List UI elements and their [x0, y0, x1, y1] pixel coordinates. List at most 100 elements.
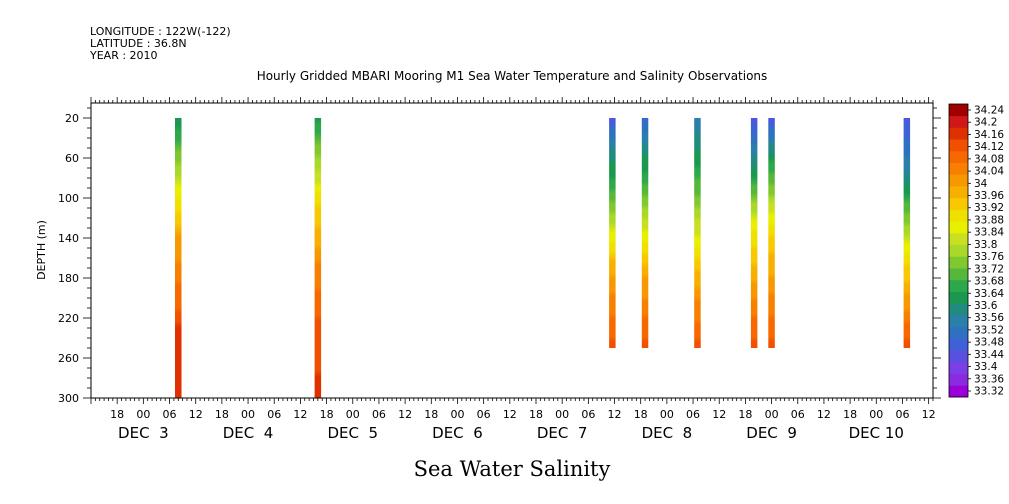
- colorbar-swatch: [949, 279, 968, 292]
- colorbar-label: 33.88: [974, 214, 1004, 226]
- colorbar-swatch: [949, 127, 968, 140]
- x-hour-label: 12: [293, 408, 307, 421]
- colorbar-label: 33.84: [974, 227, 1004, 239]
- colorbar-label: 34: [974, 178, 988, 190]
- x-hour-label: 06: [477, 408, 491, 421]
- colorbar-label: 33.44: [974, 349, 1004, 361]
- x-hour-label: 12: [503, 408, 517, 421]
- x-hour-label: 12: [608, 408, 622, 421]
- colorbar-label: 33.76: [974, 251, 1004, 263]
- colorbar-label: 34.12: [974, 141, 1004, 153]
- colorbar-swatch: [949, 150, 968, 163]
- x-hour-label: 00: [765, 408, 779, 421]
- y-tick-label: 100: [58, 192, 79, 205]
- latitude-label: LATITUDE : 36.8N: [90, 37, 187, 50]
- colorbar-label: 33.96: [974, 190, 1004, 202]
- colorbar-frame: [948, 103, 969, 398]
- x-hour-label: 06: [791, 408, 805, 421]
- colorbar-swatch: [949, 303, 968, 316]
- colorbar-swatch: [949, 326, 968, 339]
- y-tick-label: 140: [58, 232, 79, 245]
- x-hour-label: 00: [241, 408, 255, 421]
- salinity-profile: [903, 118, 911, 348]
- x-date-label: DEC 7: [537, 424, 588, 442]
- x-hour-label: 12: [189, 408, 203, 421]
- colorbar-label: 33.72: [974, 263, 1004, 275]
- colorbar-swatch: [949, 104, 968, 117]
- salinity-profile: [768, 118, 775, 348]
- colorbar-swatch: [949, 361, 968, 374]
- colorbar-swatch: [949, 221, 968, 234]
- colorbar-swatch: [949, 115, 968, 128]
- longitude-label: LONGITUDE : 122W(-122): [90, 25, 231, 38]
- y-axis-label: DEPTH (m): [35, 220, 48, 280]
- colorbar-swatch: [949, 256, 968, 269]
- profiles-layer: [175, 118, 911, 398]
- colorbar-label: 34.16: [974, 129, 1004, 141]
- x-hour-label: 06: [895, 408, 909, 421]
- x-date-label: DEC 4: [223, 424, 274, 442]
- x-hour-label: 00: [660, 408, 674, 421]
- colorbar-label: 33.36: [974, 373, 1004, 385]
- ticks-layer: 20 60 100 140 180 220 260 300: [58, 97, 941, 405]
- x-hour-label: 06: [372, 408, 386, 421]
- x-hour-label: 18: [215, 408, 229, 421]
- colorbar-label: 34.04: [974, 166, 1004, 178]
- colorbar-swatch: [949, 291, 968, 304]
- colorbar-swatch: [949, 232, 968, 246]
- colorbar-swatch: [949, 314, 968, 328]
- x-hour-label: 00: [555, 408, 569, 421]
- x-hour-label: 00: [346, 408, 360, 421]
- x-date-label: DEC 8: [642, 424, 693, 442]
- x-hour-label: 18: [634, 408, 648, 421]
- x-date-label: DEC 6: [432, 424, 483, 442]
- x-labels-layer: 18 00 06 12 18 00 06 12 18 00 06 12 18 00 06 12 18 00 06 12…: [110, 408, 935, 442]
- colorbar-swatch: [949, 174, 968, 187]
- year-label: YEAR : 2010: [89, 49, 158, 62]
- colorbar-label: 33.4: [974, 361, 998, 373]
- colorbar-swatch: [949, 162, 968, 175]
- x-hour-label: 00: [136, 408, 150, 421]
- x-hour-label: 18: [738, 408, 752, 421]
- colorbar-swatch: [949, 186, 968, 199]
- colorbar-swatch: [949, 209, 968, 222]
- y-tick-label: 300: [58, 392, 79, 405]
- x-hour-label: 18: [843, 408, 857, 421]
- x-hour-label: 18: [110, 408, 124, 421]
- colorbar-label: 33.64: [974, 288, 1004, 300]
- colorbar-label: 33.48: [974, 337, 1004, 349]
- salinity-profile: [314, 118, 322, 398]
- salinity-profile: [609, 118, 616, 348]
- x-hour-label: 18: [320, 408, 334, 421]
- x-hour-label: 12: [817, 408, 831, 421]
- colorbar-swatch: [949, 350, 968, 363]
- chart-title: Hourly Gridded MBARI Mooring M1 Sea Wate…: [257, 69, 768, 83]
- x-date-label: DEC 10: [849, 424, 904, 442]
- x-axis-title: Sea Water Salinity: [414, 457, 611, 481]
- colorbar-swatch: [949, 373, 968, 386]
- x-date-label: DEC 3: [118, 424, 169, 442]
- x-hour-label: 06: [267, 408, 281, 421]
- y-tick-label: 60: [65, 152, 79, 165]
- colorbar-swatch: [949, 139, 968, 152]
- x-hour-label: 12: [712, 408, 726, 421]
- colorbar-swatch: [949, 338, 968, 351]
- colorbar-label: 33.92: [974, 202, 1004, 214]
- colorbar-label: 34.24: [974, 105, 1004, 117]
- salinity-profile: [694, 118, 701, 348]
- x-hour-label: 12: [922, 408, 936, 421]
- y-tick-label: 20: [65, 112, 79, 125]
- colorbar-label: 33.6: [974, 300, 998, 312]
- x-date-label: DEC 5: [327, 424, 378, 442]
- x-hour-label: 12: [398, 408, 412, 421]
- x-hour-label: 18: [424, 408, 438, 421]
- x-hour-label: 06: [163, 408, 177, 421]
- colorbar-label: 34.08: [974, 153, 1004, 165]
- y-tick-label: 180: [58, 272, 79, 285]
- colorbar-label: 33.68: [974, 276, 1004, 288]
- salinity-profile: [175, 118, 182, 398]
- x-date-label: DEC 9: [746, 424, 797, 442]
- salinity-profile: [641, 118, 649, 348]
- y-tick-label: 260: [58, 352, 79, 365]
